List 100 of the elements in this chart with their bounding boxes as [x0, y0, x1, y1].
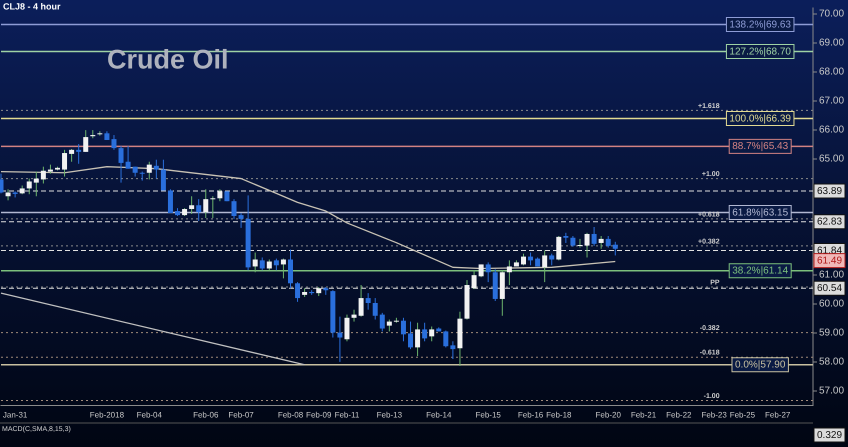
candlestick [506, 260, 512, 286]
x-tick-label: Feb-06 [193, 410, 219, 420]
candlestick [358, 284, 364, 318]
candlestick [372, 298, 378, 320]
ref-line-label: 63.89 [816, 186, 842, 197]
candlestick [146, 161, 152, 180]
ref-line-label: 100.0%|66.39 [729, 113, 792, 124]
candlestick [408, 321, 414, 350]
candlestick [126, 146, 131, 170]
y-tick-label: 67.00 [818, 96, 844, 107]
candlestick [380, 312, 385, 332]
candlestick [26, 178, 32, 195]
y-tick-label: 70.00 [818, 8, 844, 20]
chart-subtitle: CLJ8 - 4 hour [3, 1, 62, 12]
y-tick-label: 60.00 [818, 298, 844, 310]
candlestick [472, 270, 477, 290]
ref-line-label: 62.83 [816, 216, 842, 228]
candlestick [386, 319, 392, 332]
ref-line-label: 60.54 [816, 282, 842, 294]
candlestick [266, 258, 272, 271]
candlestick [592, 226, 597, 246]
y-tick-label: 58.00 [818, 356, 844, 368]
ref-line-label: 38.2%|61.14 [732, 266, 789, 277]
x-tick-label: Feb-18 [546, 410, 572, 420]
candlestick [415, 322, 420, 357]
candlestick [450, 340, 456, 360]
x-tick-label: Feb-13 [376, 410, 403, 420]
candlestick [111, 134, 116, 150]
y-tick-label: 69.00 [818, 38, 844, 49]
candlestick [62, 149, 68, 178]
candlestick [337, 316, 342, 362]
y-tick-label: 57.00 [818, 386, 844, 397]
candlestick [34, 171, 39, 197]
candlestick [443, 330, 448, 348]
ref-line-label: 138.2%|69.63 [729, 19, 792, 30]
candlestick [549, 253, 554, 266]
candlestick [274, 258, 279, 271]
candlestick [429, 326, 434, 342]
text: Crude Oil [107, 44, 229, 74]
ref-line-label: 88.7%|65.43 [732, 141, 789, 152]
candlestick [542, 250, 548, 283]
candlestick [612, 241, 618, 256]
candlestick [478, 264, 484, 278]
x-tick-label: Feb-20 [596, 410, 622, 420]
candlestick [260, 256, 265, 271]
y-tick-label: 59.00 [818, 328, 844, 339]
x-tick-label: Feb-2018 [90, 410, 125, 420]
candlestick [486, 262, 491, 283]
candlestick [196, 198, 202, 222]
candlestick [520, 253, 526, 266]
candlestick [584, 232, 590, 258]
candlestick [352, 309, 357, 322]
y-tick-label: 66.00 [818, 124, 844, 136]
candlestick [189, 196, 194, 214]
x-tick-label: Feb-08 [278, 410, 304, 420]
candlestick [76, 144, 82, 164]
candlestick [252, 252, 258, 273]
ref-line-label: 127.2%|68.70 [729, 46, 792, 58]
candlestick [6, 188, 11, 201]
ref-line-label: 61.8%|63.15 [732, 207, 789, 218]
x-tick-label: Feb-27 [764, 410, 791, 420]
candlestick [344, 314, 350, 342]
x-tick-label: Feb-07 [228, 410, 254, 420]
candlestick [217, 188, 222, 202]
x-tick-label: Feb-15 [476, 410, 502, 420]
candlestick [154, 159, 159, 180]
candlestick [203, 188, 208, 219]
x-tick-label: Feb-04 [136, 410, 162, 420]
candlestick [570, 236, 576, 248]
x-tick-label: Feb-14 [426, 410, 452, 420]
y-tick-label: 65.00 [818, 154, 844, 165]
text: 0.329 [816, 430, 842, 441]
x-tick-label: Feb-25 [730, 410, 756, 420]
candlestick [118, 146, 124, 184]
x-tick-label: Feb-22 [666, 410, 692, 420]
x-tick-label: Feb-11 [334, 410, 360, 420]
candlestick [238, 212, 244, 228]
annotation: 61.49 [816, 255, 842, 266]
candlestick [40, 166, 46, 184]
candlestick [422, 322, 428, 342]
candlestick [168, 188, 173, 214]
candlestick [288, 249, 293, 289]
candlestick [210, 196, 216, 219]
candlestick [295, 282, 300, 302]
candlestick [132, 166, 138, 178]
candlestick [528, 252, 534, 266]
y-tick-label: 61.00 [818, 270, 844, 281]
candlestick [556, 236, 562, 261]
x-tick-label: Feb-09 [306, 410, 332, 420]
candlestick [606, 236, 611, 248]
x-tick-label: Feb-16 [518, 410, 544, 420]
ref-line-label: 0.0%|57.90 [734, 360, 786, 371]
candlestick [598, 236, 604, 250]
candlestick [366, 292, 371, 310]
candlestick [83, 130, 88, 152]
x-tick-label: Jan-31 [2, 410, 28, 420]
candlestick [400, 317, 406, 342]
x-tick-label: Feb-23 [701, 410, 728, 420]
candlestick [232, 198, 236, 220]
candlestick [280, 258, 286, 279]
